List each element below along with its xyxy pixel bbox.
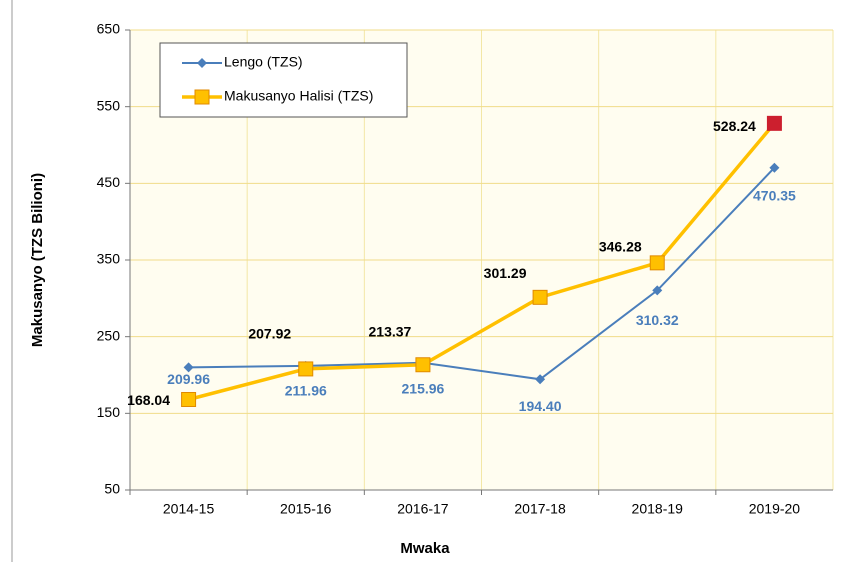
point [181,392,197,408]
y-tick-label: 550 [97,97,121,113]
x-tick-label: 2019-20 [749,501,801,517]
legend-label: Makusanyo Halisi (TZS) [224,88,373,104]
y-tick-label: 250 [97,327,121,343]
x-axis-title: Mwaka [400,540,450,557]
x-tick-label: 2017-18 [514,501,566,517]
legend-box [159,42,408,118]
y-axis-title: Makusanyo (TZS Bilioni) [29,173,46,347]
data-label: 209.96 [167,371,210,387]
point [535,374,546,385]
data-label: 211.96 [285,383,327,399]
data-label: 213.37 [369,323,412,339]
legend: Lengo (TZS) Makusanyo Halisi (TZS) [159,42,408,118]
point [415,357,431,373]
data-label: 346.28 [599,239,642,255]
data-label: 168.04 [127,392,170,408]
legend-marker [194,89,210,105]
data-label: 194.40 [519,398,562,414]
x-tick-label: 2016-17 [397,501,449,517]
legend-label: Lengo (TZS) [224,54,303,70]
y-tick-label: 150 [97,404,121,420]
y-tick-label: 450 [97,174,121,190]
point [769,162,780,173]
y-tick-label: 50 [104,481,120,497]
data-label: 470.35 [753,187,796,203]
point [183,362,194,373]
data-label: 528.24 [713,118,756,134]
legend-marker [197,58,207,68]
x-tick-label: 2014-15 [163,501,215,517]
point [649,255,665,271]
point [766,115,782,131]
point [298,361,314,377]
y-tick-label: 650 [97,21,121,37]
y-tick-label: 350 [97,251,121,267]
series-line [188,122,776,402]
data-label: 215.96 [402,380,445,396]
data-label: 301.29 [484,265,527,281]
series-line [188,167,776,381]
data-label: 207.92 [248,326,291,342]
x-tick-label: 2015-16 [280,501,332,517]
x-tick-label: 2018-19 [632,501,684,517]
point [652,285,663,296]
data-label: 310.32 [636,312,679,328]
point [532,289,548,305]
